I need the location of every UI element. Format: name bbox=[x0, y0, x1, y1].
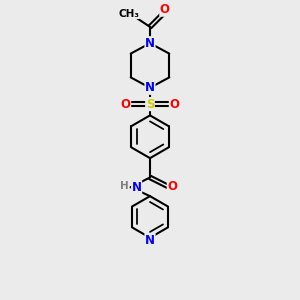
Text: O: O bbox=[167, 180, 177, 193]
Text: N: N bbox=[132, 181, 142, 194]
Text: H: H bbox=[120, 181, 128, 191]
Text: O: O bbox=[160, 3, 170, 16]
Text: O: O bbox=[121, 98, 130, 111]
Text: N: N bbox=[145, 37, 155, 50]
Text: S: S bbox=[146, 98, 154, 111]
Text: CH₃: CH₃ bbox=[118, 8, 139, 19]
Text: N: N bbox=[145, 81, 155, 94]
Text: N: N bbox=[145, 234, 155, 247]
Text: O: O bbox=[169, 98, 179, 111]
